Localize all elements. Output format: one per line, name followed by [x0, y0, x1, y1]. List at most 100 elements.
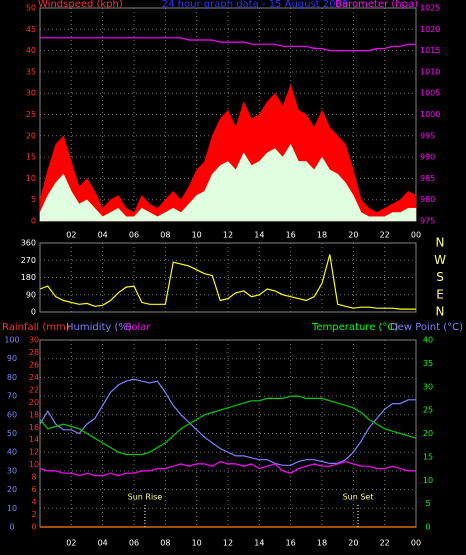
y-tick-label: 20 [7, 485, 17, 494]
y-tick-label: 90 [26, 290, 36, 299]
axis-title: Humidity (%) [66, 322, 132, 333]
line [39, 395, 417, 456]
y2-tick-label: 995 [420, 131, 435, 140]
y-tick-label: 60 [7, 410, 17, 419]
y-tick-label: 20 [26, 131, 36, 140]
y2-tick-label: W [434, 253, 446, 267]
line [39, 378, 416, 466]
y3-tick-label: 26 [29, 360, 39, 369]
y3-tick-label: 30 [29, 336, 39, 345]
y-tick-label: 100 [4, 336, 19, 345]
axis-title: Windspeed (kph) [38, 0, 123, 10]
y2-tick-label: 15 [423, 452, 433, 461]
y-tick-label: 90 [7, 354, 17, 363]
y3-tick-label: 10 [29, 460, 39, 469]
y2-tick-label: 1010 [420, 67, 440, 76]
y2-tick-label: 20 [423, 429, 433, 438]
x-tick-label: 00 [411, 539, 421, 548]
y-tick-label: 45 [26, 25, 36, 34]
y3-tick-label: 6 [31, 485, 36, 494]
y2-tick-label: 990 [420, 153, 435, 162]
line [40, 37, 416, 52]
x-tick-label: 10 [192, 539, 202, 548]
line [39, 460, 416, 477]
x-tick-label: 14 [254, 231, 264, 240]
y3-tick-label: 12 [29, 448, 39, 457]
y-tick-label: 50 [26, 4, 36, 13]
y3-tick-label: 0 [31, 523, 36, 532]
x-tick-label: 12 [223, 539, 233, 548]
y-tick-label: 5 [31, 195, 36, 204]
line [39, 254, 416, 310]
y-tick-label: 30 [26, 89, 36, 98]
y-tick-label: 180 [21, 273, 36, 282]
annotation: Sun Rise [128, 493, 163, 502]
x-tick-label: 18 [317, 231, 327, 240]
y2-tick-label: 5 [425, 499, 430, 508]
x-tick-label: 16 [286, 231, 296, 240]
y3-tick-label: 22 [29, 385, 39, 394]
y-tick-label: 10 [26, 174, 36, 183]
y-tick-label: 35 [26, 67, 36, 76]
axis-title: Dew Point (°C) [390, 322, 463, 333]
x-tick-label: 10 [192, 231, 202, 240]
x-tick-label: 04 [98, 539, 108, 548]
x-tick-label: 02 [66, 231, 76, 240]
y-tick-label: 30 [7, 466, 17, 475]
y-tick-label: 40 [26, 46, 36, 55]
y2-tick-label: 30 [423, 382, 433, 391]
x-tick-label: 18 [317, 539, 327, 548]
y3-tick-label: 8 [31, 473, 36, 482]
x-tick-label: 00 [411, 231, 421, 240]
y2-tick-label: 10 [423, 476, 433, 485]
x-tick-label: 20 [348, 231, 358, 240]
y3-tick-label: 28 [29, 348, 39, 357]
x-tick-label: 16 [286, 539, 296, 548]
x-tick-label: 04 [98, 231, 108, 240]
y-tick-label: 15 [26, 153, 36, 162]
y3-tick-label: 16 [29, 423, 39, 432]
x-tick-label: 22 [380, 539, 390, 548]
y2-tick-label: E [436, 287, 444, 301]
y2-tick-label: S [436, 270, 444, 284]
y2-tick-label: 1005 [420, 89, 440, 98]
y2-tick-label: 0 [425, 523, 430, 532]
y-tick-label: 270 [21, 256, 36, 265]
y2-tick-label: 985 [420, 174, 435, 183]
axis-title: Rainfall (mm) [2, 322, 70, 333]
y-tick-label: 0 [9, 523, 14, 532]
y2-tick-label: 40 [423, 336, 433, 345]
y2-tick-label: 975 [420, 217, 435, 226]
x-tick-label: 20 [348, 539, 358, 548]
x-tick-label: 12 [223, 231, 233, 240]
y2-tick-label: 35 [423, 359, 433, 368]
y2-tick-label: 1025 [420, 4, 440, 13]
axis-title: Barometer (hpa) [335, 0, 418, 10]
y2-tick-label: 980 [420, 195, 435, 204]
x-tick-label: 08 [160, 231, 170, 240]
x-tick-label: 22 [380, 231, 390, 240]
y3-tick-label: 4 [31, 498, 36, 507]
axis-title: Temperature (°C) [311, 322, 398, 333]
area [39, 143, 417, 222]
y-tick-label: 40 [7, 448, 17, 457]
y2-tick-label: N [436, 305, 445, 319]
y-tick-label: 360 [21, 239, 36, 248]
y2-tick-label: 25 [423, 406, 433, 415]
axis-title: Solar [125, 322, 151, 333]
x-tick-label: 14 [254, 539, 264, 548]
y3-tick-label: 24 [29, 373, 39, 382]
y2-tick-label: 1020 [420, 25, 440, 34]
y3-tick-label: 2 [31, 510, 36, 519]
y2-tick-label: N [436, 236, 445, 250]
y2-tick-label: 1015 [420, 46, 440, 55]
y3-tick-label: 18 [29, 410, 39, 419]
y-tick-label: 0 [31, 217, 36, 226]
x-tick-label: 06 [129, 231, 139, 240]
y-tick-label: 10 [7, 504, 17, 513]
x-tick-label: 02 [66, 539, 76, 548]
y-tick-label: 70 [7, 392, 17, 401]
y-tick-label: 25 [26, 110, 36, 119]
